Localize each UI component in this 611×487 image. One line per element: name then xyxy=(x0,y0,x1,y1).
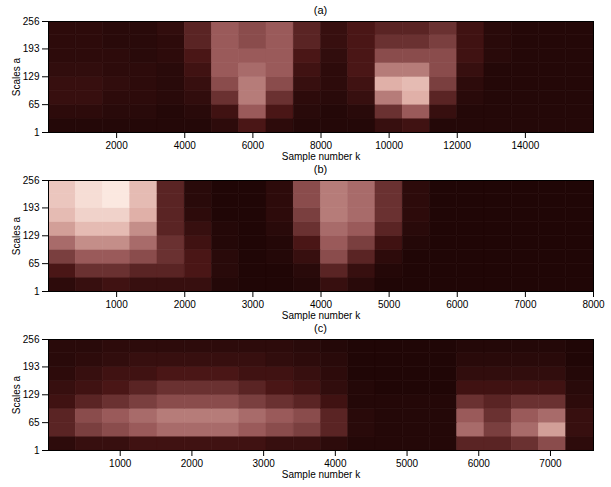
svg-text:1: 1 xyxy=(34,445,40,456)
svg-text:6000: 6000 xyxy=(468,458,491,469)
svg-text:6000: 6000 xyxy=(446,299,469,310)
svg-text:Sample number k: Sample number k xyxy=(282,151,361,162)
svg-text:5000: 5000 xyxy=(396,458,419,469)
svg-text:256: 256 xyxy=(23,176,40,186)
svg-text:Sample number k: Sample number k xyxy=(282,310,361,321)
html-text:(b): (b) xyxy=(313,163,328,175)
svg-text:5000: 5000 xyxy=(378,299,401,310)
svg-text:1000: 1000 xyxy=(109,458,132,469)
svg-text:Scales a: Scales a xyxy=(11,216,22,255)
svg-text:193: 193 xyxy=(23,202,40,213)
svg-text:4000: 4000 xyxy=(324,458,347,469)
svg-text:4000: 4000 xyxy=(174,140,197,151)
svg-text:12000: 12000 xyxy=(443,140,471,151)
svg-text:256: 256 xyxy=(23,17,40,27)
svg-text:1: 1 xyxy=(34,286,40,297)
svg-text:65: 65 xyxy=(28,417,40,428)
svg-text:193: 193 xyxy=(23,43,40,54)
svg-text:7000: 7000 xyxy=(539,458,562,469)
svg-text:7000: 7000 xyxy=(514,299,537,310)
svg-text:129: 129 xyxy=(23,230,40,241)
svg-text:1000: 1000 xyxy=(106,299,129,310)
svg-text:65: 65 xyxy=(28,258,40,269)
svg-text:4000: 4000 xyxy=(310,299,333,310)
svg-text:10000: 10000 xyxy=(375,140,403,151)
svg-text:Scales a: Scales a xyxy=(11,57,22,96)
svg-text:256: 256 xyxy=(23,335,40,345)
html-text:(c): (c) xyxy=(314,322,327,334)
svg-text:8000: 8000 xyxy=(582,299,605,310)
svg-text:6000: 6000 xyxy=(242,140,265,151)
svg-text:1: 1 xyxy=(34,127,40,138)
svg-text:14000: 14000 xyxy=(511,140,539,151)
svg-text:2000: 2000 xyxy=(106,140,129,151)
svg-text:Sample number k: Sample number k xyxy=(282,469,361,480)
svg-text:2000: 2000 xyxy=(174,299,197,310)
svg-text:Scales a: Scales a xyxy=(11,375,22,414)
svg-text:3000: 3000 xyxy=(242,299,265,310)
svg-text:3000: 3000 xyxy=(253,458,276,469)
svg-text:129: 129 xyxy=(23,71,40,82)
svg-text:8000: 8000 xyxy=(310,140,333,151)
svg-text:65: 65 xyxy=(28,99,40,110)
svg-text:129: 129 xyxy=(23,389,40,400)
svg-text:193: 193 xyxy=(23,361,40,372)
html-text:(a): (a) xyxy=(313,4,328,16)
svg-text:2000: 2000 xyxy=(181,458,204,469)
